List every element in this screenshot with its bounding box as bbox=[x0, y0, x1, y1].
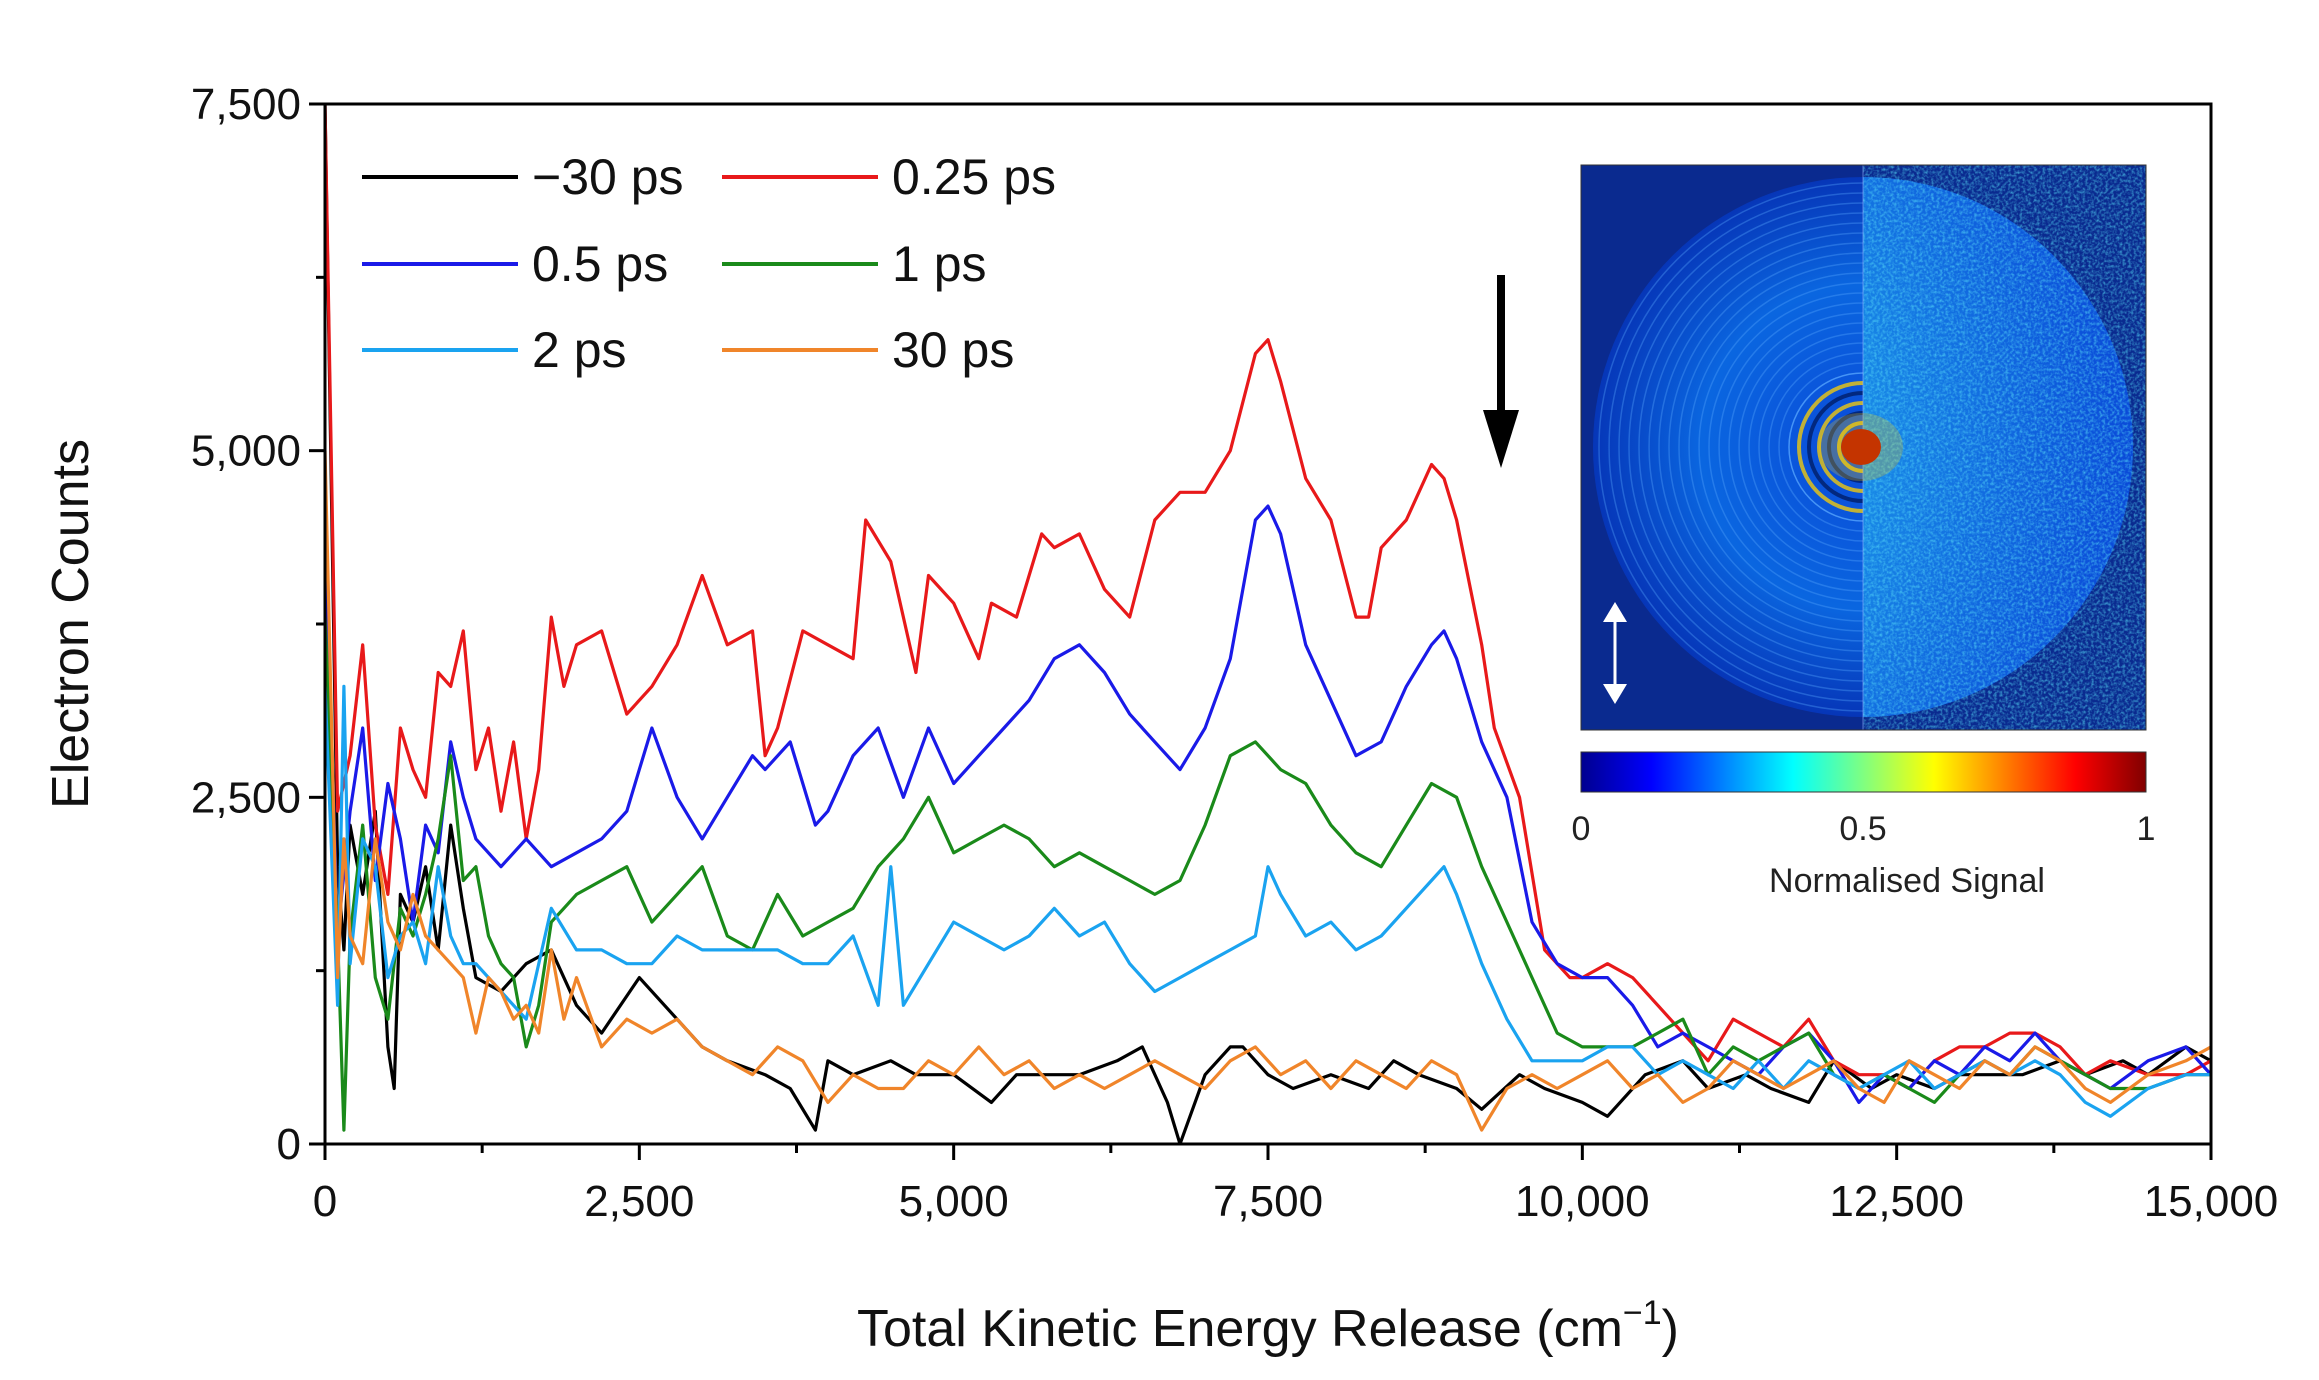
axes-layer: 0 2,500 5,000 7,500 10,000 12,500 15,00002,500… bbox=[191, 80, 2278, 1226]
series-layer bbox=[325, 104, 2211, 1144]
y-axis-title: Electron Counts bbox=[42, 439, 100, 809]
colorbar-label: Normalised Signal bbox=[1769, 862, 2045, 900]
series-line-1 bbox=[325, 104, 2211, 1091]
inset-ring bbox=[1778, 362, 1864, 532]
series-line-5 bbox=[325, 450, 2211, 1132]
inset-center-halo bbox=[1819, 413, 1903, 481]
inset-center-spot bbox=[1841, 429, 1881, 465]
legend-label: 2 ps bbox=[532, 322, 627, 378]
x-tick-label: 5,000 bbox=[899, 1177, 1009, 1226]
legend-label: −30 ps bbox=[532, 149, 684, 205]
inset-ring bbox=[1638, 222, 1864, 672]
inset-ring bbox=[1817, 401, 1864, 493]
inset-ring bbox=[1598, 182, 1864, 712]
inset-rings bbox=[1598, 182, 1864, 712]
inset-ring bbox=[1768, 352, 1864, 542]
inset-ring bbox=[1628, 212, 1864, 682]
y-tick-label: 7,500 bbox=[191, 80, 301, 129]
inset-ring bbox=[1668, 252, 1864, 642]
inset-ring bbox=[1698, 282, 1864, 612]
inset-vmi-image: 0 0.5 1 Normalised Signal bbox=[1572, 164, 2156, 900]
x-tick-label: 12,500 bbox=[1829, 1177, 1964, 1226]
series-line-3 bbox=[325, 617, 2211, 1132]
x-axis-title: Total Kinetic Energy Release (cm−1) bbox=[857, 1294, 1679, 1358]
inset-ring bbox=[1837, 421, 1864, 473]
legend-label: 30 ps bbox=[892, 322, 1014, 378]
inset-ring bbox=[1708, 292, 1864, 602]
inset-ring bbox=[1827, 411, 1864, 483]
x-tick-label: 2,500 bbox=[584, 1177, 694, 1226]
x-tick-label: 15,000 bbox=[2144, 1177, 2279, 1226]
inset-ring bbox=[1618, 202, 1864, 692]
inset-ring bbox=[1728, 312, 1864, 582]
inset-ring bbox=[1648, 232, 1864, 662]
x-tick-label: 0 bbox=[313, 1177, 337, 1226]
inset-ring bbox=[1688, 272, 1864, 622]
down-arrow-annotation bbox=[1483, 275, 1519, 468]
legend-label: 1 ps bbox=[892, 236, 987, 292]
legend-label: 0.25 ps bbox=[892, 149, 1056, 205]
inset-ring bbox=[1658, 242, 1864, 652]
inset-ring bbox=[1608, 192, 1864, 702]
legend-label: 0.5 ps bbox=[532, 236, 668, 292]
series-line-4 bbox=[325, 684, 2211, 1118]
inset-speckle bbox=[1863, 165, 2146, 730]
legend: −30 ps 0.25 ps 0.5 ps 1 ps 2 ps 30 ps bbox=[362, 149, 1056, 378]
colorbar-tick-0: 0 bbox=[1572, 810, 1591, 848]
x-tick-label: 10,000 bbox=[1515, 1177, 1650, 1226]
inset-ring bbox=[1788, 372, 1864, 522]
inset-ring bbox=[1748, 332, 1864, 562]
inset-frame bbox=[1580, 164, 2147, 731]
inset-ring bbox=[1797, 381, 1864, 513]
inset-ring bbox=[1678, 262, 1864, 632]
polarization-arrow-icon bbox=[1603, 602, 1627, 704]
inset-ring bbox=[1758, 342, 1864, 552]
x-tick-label: 7,500 bbox=[1213, 1177, 1323, 1226]
y-tick-label: 2,500 bbox=[191, 773, 301, 822]
y-tick-label: 5,000 bbox=[191, 427, 301, 476]
inset-ring bbox=[1807, 391, 1864, 503]
colorbar-tick-1: 1 bbox=[2137, 810, 2156, 848]
y-tick-label: 0 bbox=[277, 1120, 301, 1169]
colorbar bbox=[1580, 751, 2147, 793]
inset-ring bbox=[1718, 302, 1864, 592]
colorbar-tick-0.5: 0.5 bbox=[1839, 810, 1886, 848]
inset-ring bbox=[1738, 322, 1864, 572]
